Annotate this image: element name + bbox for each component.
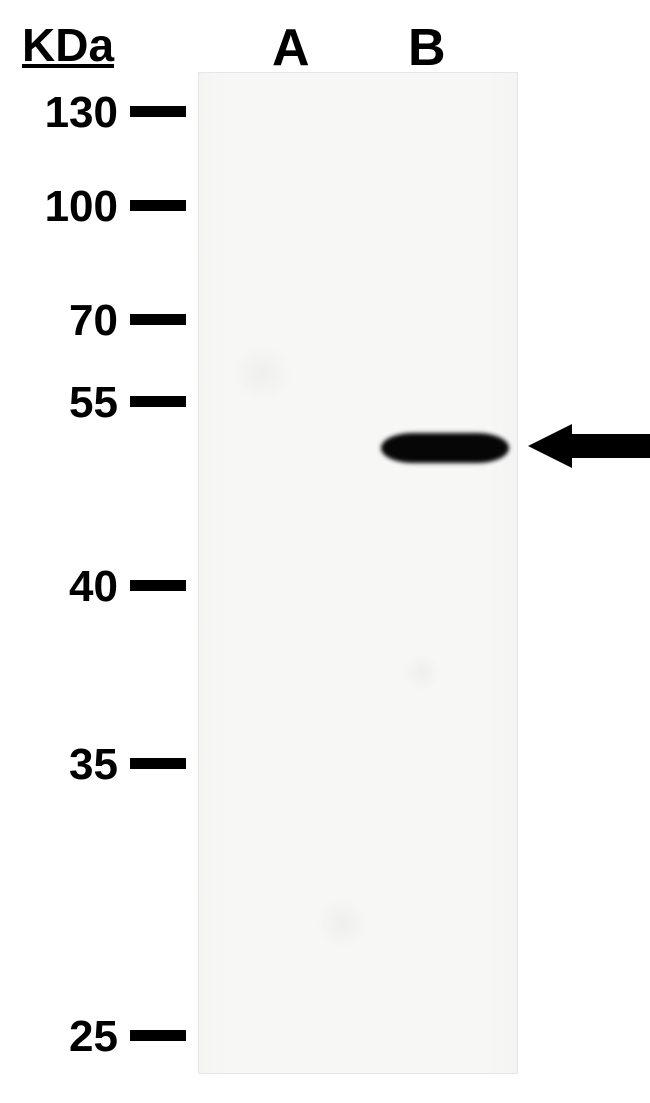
mw-label-130: 130 bbox=[0, 88, 118, 138]
mw-label-70: 70 bbox=[0, 296, 118, 346]
tick-100 bbox=[130, 200, 186, 211]
protein-band-lane-b bbox=[381, 433, 509, 463]
mw-label-35: 35 bbox=[0, 740, 118, 790]
mw-label-100: 100 bbox=[0, 182, 118, 232]
blot-texture bbox=[199, 73, 517, 1073]
mw-label-40: 40 bbox=[0, 562, 118, 612]
arrow-left-icon bbox=[528, 424, 650, 468]
lane-label-a: A bbox=[272, 18, 310, 78]
band-indicator-arrow bbox=[528, 424, 650, 468]
lane-label-b: B bbox=[408, 18, 446, 78]
tick-55 bbox=[130, 396, 186, 407]
tick-35 bbox=[130, 758, 186, 769]
axis-title: KDa bbox=[22, 18, 114, 72]
mw-label-25: 25 bbox=[0, 1012, 118, 1062]
blot-membrane bbox=[198, 72, 518, 1074]
tick-70 bbox=[130, 314, 186, 325]
mw-label-55: 55 bbox=[0, 378, 118, 428]
tick-130 bbox=[130, 106, 186, 117]
tick-40 bbox=[130, 580, 186, 591]
tick-25 bbox=[130, 1030, 186, 1041]
western-blot-figure: KDa 130 100 70 55 40 35 25 A B bbox=[0, 0, 650, 1103]
